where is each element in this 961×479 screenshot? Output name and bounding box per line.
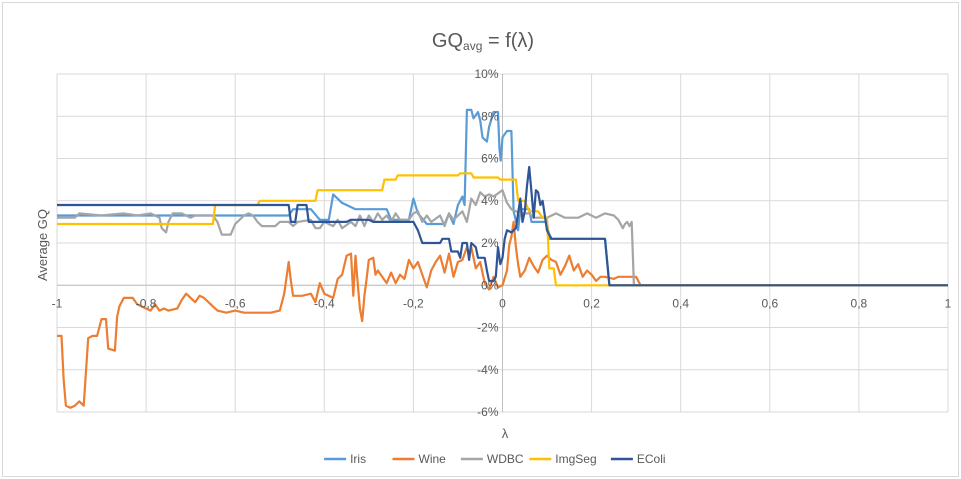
y-tick-label: 0% bbox=[481, 278, 499, 292]
y-tick-label: 8% bbox=[481, 109, 499, 123]
legend-label-wine: Wine bbox=[419, 452, 447, 466]
series-group bbox=[57, 108, 948, 409]
chart-title: GQavg = f(λ) bbox=[432, 30, 534, 53]
y-tick-label: -4% bbox=[477, 363, 499, 377]
x-tick-label: -0,8 bbox=[136, 296, 157, 310]
y-axis-title: Average GQ bbox=[35, 209, 50, 281]
series-line-wine bbox=[57, 220, 948, 409]
x-tick-label: 0,6 bbox=[761, 296, 778, 310]
x-tick-label: 0,4 bbox=[672, 296, 689, 310]
line-chart: GQavg = f(λ) -6% -4% -2% 0% 2% 4% 6% 8% 10% -1 -0,… bbox=[35, 30, 952, 466]
x-tick-label: 0,2 bbox=[583, 296, 600, 310]
y-tick-label: 10% bbox=[474, 67, 498, 81]
x-tick-label: -0,6 bbox=[225, 296, 246, 310]
x-axis-title: λ bbox=[502, 426, 509, 441]
x-tick-label: 0,8 bbox=[851, 296, 868, 310]
y-tick-label: 6% bbox=[481, 152, 499, 166]
x-tick-label: 0 bbox=[499, 296, 506, 310]
series-line-ecoli bbox=[57, 165, 948, 287]
series-line-wdbc bbox=[57, 189, 948, 287]
y-tick-label: -2% bbox=[477, 321, 499, 335]
x-tick-label: -1 bbox=[52, 296, 63, 310]
legend-label-wdbc: WDBC bbox=[487, 452, 524, 466]
x-tick-label: -0,4 bbox=[314, 296, 335, 310]
y-tick-label: -6% bbox=[477, 405, 499, 419]
legend-label-ecoli: EColi bbox=[637, 452, 666, 466]
y-tick-label: 4% bbox=[481, 194, 499, 208]
x-tick-label: 1 bbox=[945, 296, 952, 310]
legend: Iris Wine WDBC ImgSeg EColi bbox=[324, 452, 666, 466]
tick-labels: -6% -4% -2% 0% 2% 4% 6% 8% 10% -1 -0,8 -0,6 -0,4 -0,2… bbox=[52, 67, 952, 419]
legend-label-iris: Iris bbox=[350, 452, 366, 466]
series-line-iris bbox=[57, 108, 948, 287]
x-tick-label: -0,2 bbox=[403, 296, 424, 310]
legend-label-imgseg: ImgSeg bbox=[555, 452, 596, 466]
y-tick-label: 2% bbox=[481, 236, 499, 250]
